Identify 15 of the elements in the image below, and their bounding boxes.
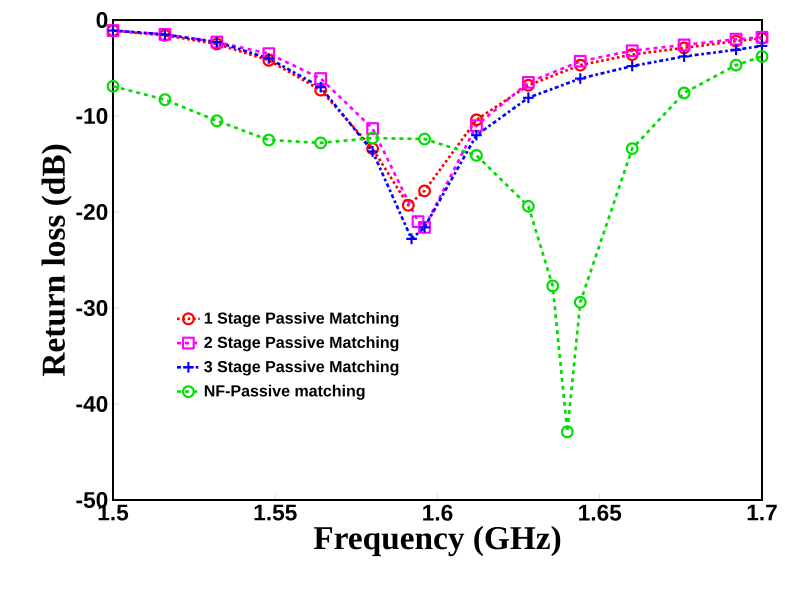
y-tick-label: -20: [76, 204, 108, 220]
legend-label: 2 Stage Passive Matching: [204, 336, 398, 352]
y-axis-title: Return loss (dB): [41, 144, 72, 376]
legend-label: 1 Stage Passive Matching: [204, 312, 398, 327]
legend-label: 3 Stage Passive Matching: [204, 360, 398, 376]
x-tick-label: 1.65: [579, 504, 622, 521]
y-tick-label: -30: [76, 300, 108, 316]
y-tick-label: 0: [96, 12, 108, 28]
x-tick-label: 1.7: [748, 504, 777, 520]
y-tick-label: -10: [76, 108, 108, 124]
y-tick-label: -40: [76, 396, 108, 412]
legend-label: NF-Passive matching: [204, 384, 364, 400]
x-tick-label: 1.55: [254, 504, 297, 521]
x-tick-label: 1.6: [423, 504, 452, 521]
x-axis-title: Frequency (GHz): [314, 526, 560, 556]
